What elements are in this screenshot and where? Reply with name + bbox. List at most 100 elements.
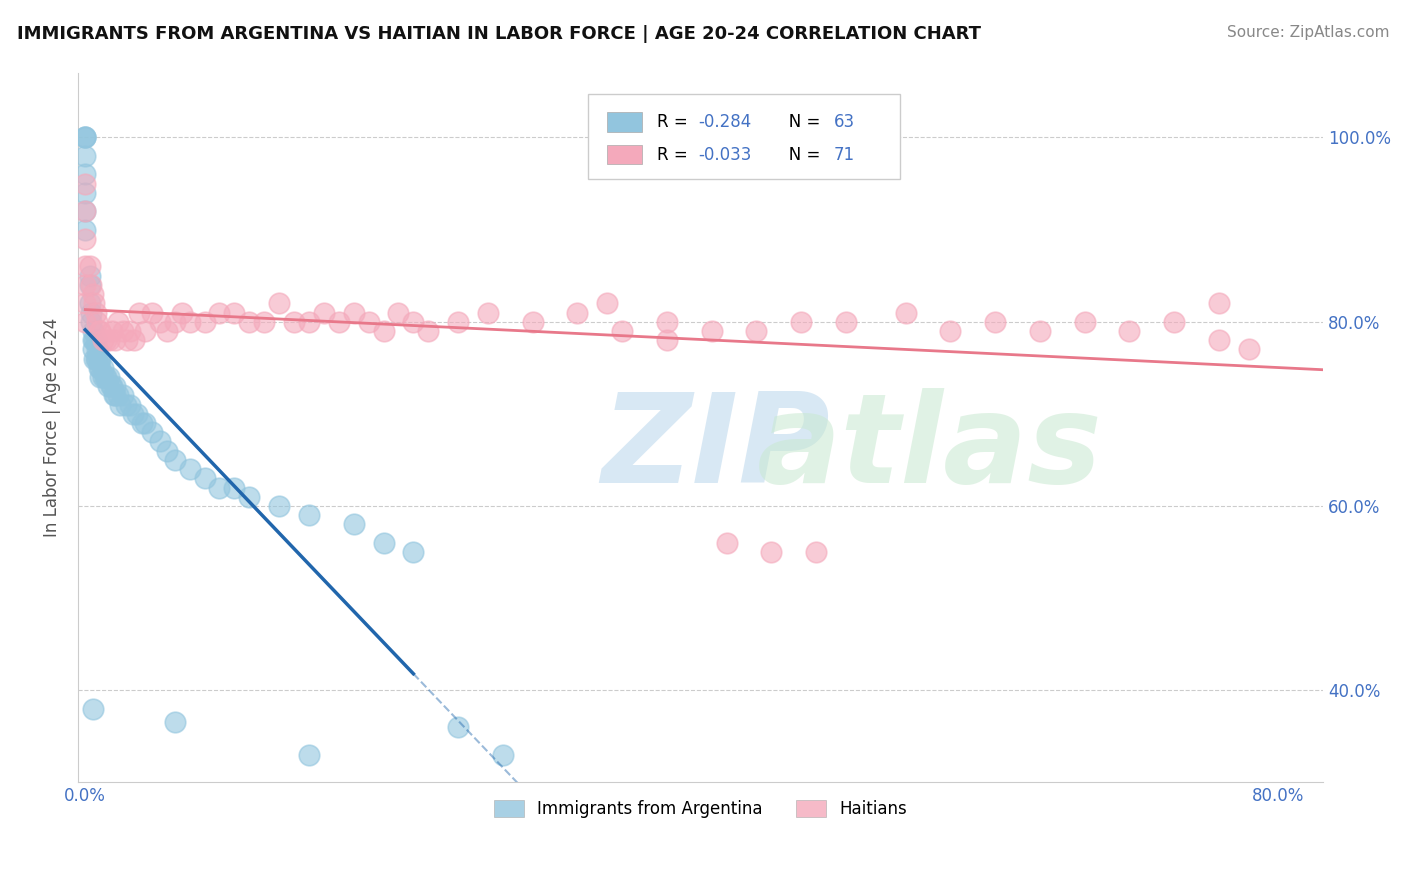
Point — [75, 177, 97, 191]
Point — [447, 315, 470, 329]
Point — [745, 324, 768, 338]
Point — [104, 333, 127, 347]
Point — [75, 204, 97, 219]
Point — [80, 305, 103, 319]
Point — [86, 351, 108, 366]
Point — [298, 508, 321, 523]
Point — [402, 545, 425, 559]
FancyBboxPatch shape — [588, 95, 900, 179]
Point — [75, 232, 97, 246]
Text: -0.033: -0.033 — [697, 145, 751, 163]
Point — [312, 305, 335, 319]
Text: 71: 71 — [834, 145, 855, 163]
Point — [193, 315, 215, 329]
Point — [82, 333, 104, 347]
Point — [156, 443, 179, 458]
Point — [94, 333, 117, 347]
Point — [89, 351, 111, 366]
Point — [87, 351, 110, 366]
Point — [492, 747, 515, 762]
Point — [343, 305, 366, 319]
Point — [79, 268, 101, 283]
Point — [1073, 315, 1095, 329]
Point — [100, 379, 122, 393]
Point — [357, 315, 380, 329]
Y-axis label: In Labor Force | Age 20-24: In Labor Force | Age 20-24 — [44, 318, 60, 537]
Point — [149, 434, 172, 449]
Point — [134, 416, 156, 430]
Point — [790, 315, 813, 329]
Point — [111, 388, 134, 402]
Point — [655, 315, 678, 329]
Point — [91, 370, 114, 384]
Point — [75, 149, 97, 163]
Point — [596, 296, 619, 310]
Point — [75, 186, 97, 200]
Point — [1163, 315, 1185, 329]
Point — [804, 545, 827, 559]
Point — [477, 305, 499, 319]
Point — [163, 715, 186, 730]
Point — [87, 324, 110, 338]
FancyBboxPatch shape — [607, 112, 643, 132]
Text: R =: R = — [657, 145, 693, 163]
Point — [172, 305, 194, 319]
Point — [522, 315, 544, 329]
Point — [75, 130, 97, 145]
Point — [328, 315, 350, 329]
Point — [835, 315, 858, 329]
Point — [111, 324, 134, 338]
Point — [104, 379, 127, 393]
Point — [447, 720, 470, 734]
Point — [107, 315, 129, 329]
Point — [82, 287, 104, 301]
Point — [89, 324, 111, 338]
Point — [80, 315, 103, 329]
Point — [75, 296, 97, 310]
Point — [716, 536, 738, 550]
Point — [101, 379, 124, 393]
Point — [224, 481, 246, 495]
Point — [84, 351, 107, 366]
Point — [84, 305, 107, 319]
Point — [103, 388, 125, 402]
Point — [224, 305, 246, 319]
Point — [98, 333, 121, 347]
Point — [93, 370, 115, 384]
Point — [89, 370, 111, 384]
Point — [149, 315, 172, 329]
Point — [91, 360, 114, 375]
Text: R =: R = — [657, 113, 693, 131]
Point — [75, 130, 97, 145]
Text: 63: 63 — [834, 113, 855, 131]
Point — [108, 398, 131, 412]
Point — [101, 324, 124, 338]
Point — [86, 315, 108, 329]
Point — [97, 379, 120, 393]
Point — [75, 315, 97, 329]
Point — [91, 333, 114, 347]
Text: Source: ZipAtlas.com: Source: ZipAtlas.com — [1226, 25, 1389, 40]
Point — [75, 277, 97, 292]
Point — [127, 407, 149, 421]
Point — [418, 324, 440, 338]
Point — [238, 490, 260, 504]
Point — [118, 324, 141, 338]
Point — [612, 324, 634, 338]
Point — [124, 333, 146, 347]
Point — [208, 481, 231, 495]
Point — [118, 398, 141, 412]
Point — [298, 315, 321, 329]
Point — [163, 453, 186, 467]
FancyBboxPatch shape — [607, 145, 643, 164]
Point — [298, 747, 321, 762]
Point — [107, 388, 129, 402]
Point — [894, 305, 917, 319]
Point — [402, 315, 425, 329]
Point — [179, 462, 201, 476]
Text: atlas: atlas — [756, 388, 1102, 509]
Point — [134, 324, 156, 338]
Point — [208, 305, 231, 319]
Point — [75, 167, 97, 181]
Point — [984, 315, 1007, 329]
